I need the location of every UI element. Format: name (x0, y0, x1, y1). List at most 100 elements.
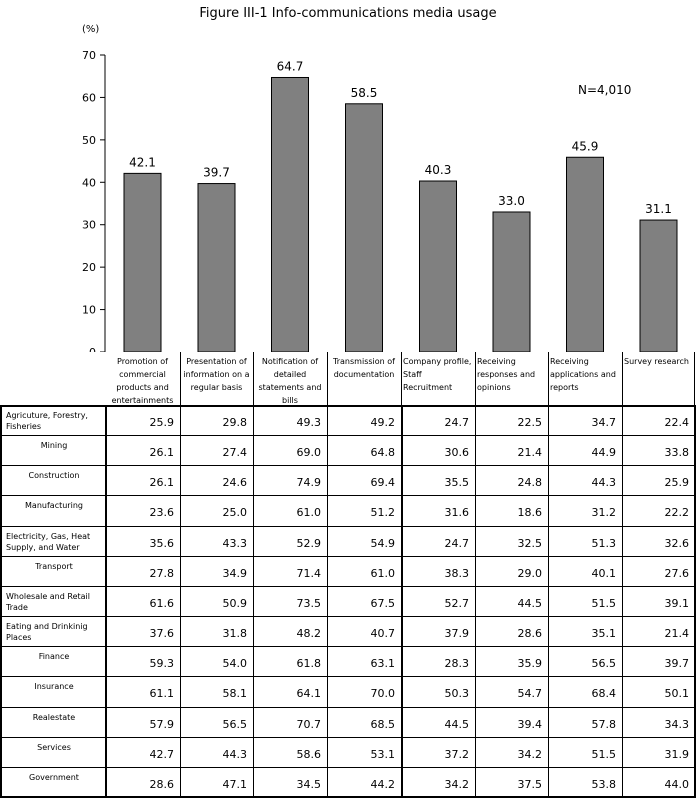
table-cell: 39.1 (664, 597, 690, 611)
table-column-divider (253, 405, 254, 797)
table-cell: 34.5 (296, 778, 322, 792)
table-row-label: Insurance (34, 682, 74, 691)
table-cell: 49.3 (296, 416, 322, 430)
bar-value-label: 58.5 (351, 86, 378, 100)
y-tick-label: 20 (82, 261, 96, 274)
table-cell: 28.3 (444, 657, 470, 671)
category-label: Company profile, Staff Recruitment (403, 357, 472, 392)
header-column-divider (548, 352, 549, 406)
category-label: Receiving applications and reports (550, 357, 616, 392)
table-cell: 37.5 (517, 778, 543, 792)
table-row-label: Transport (35, 562, 73, 571)
table-row-divider (0, 676, 696, 677)
bar (123, 172, 162, 352)
y-tick-label: 40 (82, 176, 96, 189)
table-cell: 24.7 (444, 537, 470, 551)
table-cell: 54.7 (517, 687, 543, 701)
table-column-divider (105, 405, 107, 797)
table-cell: 50.1 (664, 687, 690, 701)
table-cell: 61.0 (370, 567, 396, 581)
table-cell: 44.5 (517, 597, 543, 611)
table-cell: 44.5 (444, 718, 470, 732)
header-column-divider (253, 352, 254, 406)
table-cell: 69.4 (370, 476, 396, 490)
bar-value-label: 33.0 (498, 194, 525, 208)
table-cell: 34.9 (222, 567, 248, 581)
table-cell: 29.8 (222, 416, 248, 430)
table-cell: 34.7 (591, 416, 617, 430)
bar (197, 183, 236, 352)
table-cell: 26.1 (149, 476, 175, 490)
table-cell: 34.2 (444, 778, 470, 792)
table-cell: 40.7 (370, 627, 396, 641)
table-cell: 25.0 (222, 506, 248, 520)
table-cell: 61.8 (296, 657, 322, 671)
table-cell: 68.5 (370, 718, 396, 732)
table-cell: 21.4 (664, 627, 690, 641)
table-cell: 23.6 (149, 506, 175, 520)
table-top-border (0, 405, 696, 407)
table-row-label: Mining (40, 441, 68, 450)
table-cell: 22.2 (664, 506, 690, 520)
table-cell: 43.3 (222, 537, 248, 551)
table-cell: 37.9 (444, 627, 470, 641)
table-cell: 35.9 (517, 657, 543, 671)
table-cell: 56.5 (222, 718, 248, 732)
y-tick-label: 0 (89, 346, 96, 352)
table-column-divider (622, 405, 623, 797)
table-cell: 30.6 (444, 446, 470, 460)
category-label: Promotion of commercial products and ent… (111, 357, 174, 405)
table-cell: 31.2 (591, 506, 617, 520)
table-row-label: Construction (28, 471, 80, 480)
table-column-divider (180, 405, 181, 797)
table-cell: 34.3 (664, 718, 690, 732)
table-cell: 35.1 (591, 627, 617, 641)
table-cell: 52.9 (296, 537, 322, 551)
table-cell: 44.2 (370, 778, 396, 792)
header-column-divider (180, 352, 181, 406)
bar (566, 156, 604, 352)
table-row-label: Government (29, 773, 79, 782)
table-row-divider (0, 435, 696, 436)
table-column-divider (475, 405, 476, 797)
table-cell: 73.5 (296, 597, 322, 611)
category-label: Survey research (624, 357, 689, 366)
bar (345, 103, 383, 352)
bar (639, 219, 678, 352)
table-cell: 33.8 (664, 446, 690, 460)
bar (492, 211, 531, 352)
table-row-label: Wholesale and Retail Trade (6, 592, 90, 612)
table-cell: 39.7 (664, 657, 690, 671)
header-column-divider (327, 352, 328, 406)
table-cell: 47.1 (222, 778, 248, 792)
bar-value-label: 40.3 (425, 163, 452, 177)
table-cell: 44.3 (591, 476, 617, 490)
table-cell: 37.6 (149, 627, 175, 641)
table-cell: 64.1 (296, 687, 322, 701)
table-row-divider (0, 495, 696, 496)
y-tick-label: 30 (82, 219, 96, 232)
table-cell: 35.5 (444, 476, 470, 490)
table-cell: 31.8 (222, 627, 248, 641)
table-cell: 59.3 (149, 657, 175, 671)
table-cell: 53.1 (370, 748, 396, 762)
table-cell: 26.1 (149, 446, 175, 460)
table-row-divider (0, 767, 696, 768)
bar-value-label: 45.9 (572, 139, 599, 153)
category-label: Transmission of documentation (333, 357, 395, 379)
bar (271, 76, 309, 352)
table-row-divider (0, 465, 696, 466)
table-cell: 25.9 (664, 476, 690, 490)
table-cell: 63.1 (370, 657, 396, 671)
table-cell: 70.0 (370, 687, 396, 701)
table-cell: 57.8 (591, 718, 617, 732)
bar (419, 180, 457, 352)
table-cell: 44.3 (222, 748, 248, 762)
table-row-divider (0, 646, 696, 647)
header-right-border (694, 352, 695, 406)
table-cell: 27.8 (149, 567, 175, 581)
table-row-label: Services (37, 743, 71, 752)
table-cell: 44.0 (664, 778, 690, 792)
table-row-divider (0, 526, 696, 527)
table-cell: 69.0 (296, 446, 322, 460)
